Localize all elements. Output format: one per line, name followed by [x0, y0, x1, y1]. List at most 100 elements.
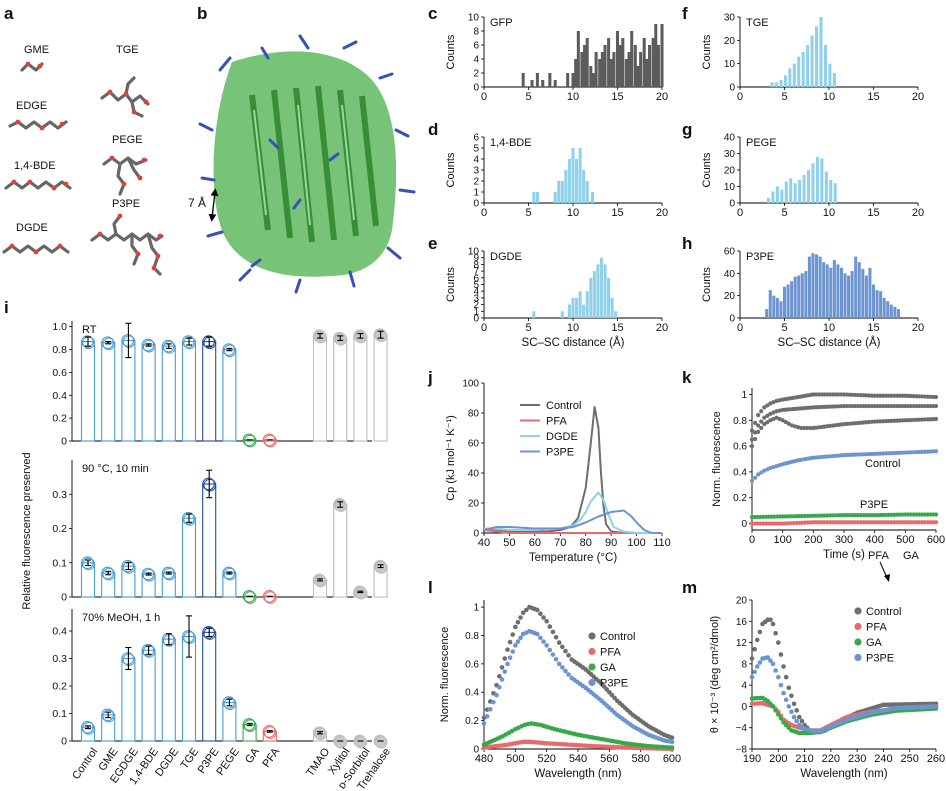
- data-point: [781, 690, 786, 696]
- histogram-bar: [815, 254, 819, 318]
- y-tick-label: 0: [729, 199, 735, 210]
- y-tick-label: 60: [724, 247, 736, 258]
- replicate-point: [183, 631, 196, 645]
- y-axis-label: Counts: [445, 152, 457, 187]
- data-point: [791, 714, 797, 720]
- histogram-bar: [861, 268, 865, 318]
- data-point: [524, 607, 529, 613]
- histogram-bar: [596, 264, 600, 318]
- x-tick-label: 0: [737, 322, 743, 334]
- x-axis-label: Wavelength (nm): [800, 768, 887, 780]
- y-tick-label: 40: [724, 133, 736, 144]
- y-tick-label: 4: [741, 681, 747, 692]
- subpanel-label: 90 °C, 10 min: [82, 463, 149, 475]
- replicate-point: [141, 643, 155, 657]
- y-tick-label: 0.4: [52, 626, 67, 638]
- replicate-point: [121, 652, 135, 665]
- y-tick-label: 0.3: [52, 489, 67, 501]
- data-point: [515, 639, 521, 644]
- data-point: [541, 615, 546, 620]
- histogram-bar: [782, 286, 787, 318]
- y-tick-label: 0.2: [52, 681, 67, 693]
- histogram-bar: [819, 17, 823, 87]
- replicate-point: [202, 626, 215, 639]
- y-tick-label: 5: [473, 144, 479, 155]
- y-tick-label: 80: [468, 409, 480, 420]
- y-tick-label: 2: [473, 177, 479, 188]
- x-tick-label: 0: [481, 91, 487, 103]
- y-tick-label: 20: [724, 36, 736, 47]
- x-tick-label: 90: [605, 537, 617, 549]
- x-tick-label: 230: [848, 753, 866, 765]
- y-tick-label: 1: [741, 390, 747, 401]
- bar: [121, 657, 136, 742]
- molecule-label-pege: PEGE: [112, 134, 143, 146]
- x-tick-label: 10: [567, 207, 579, 219]
- replicate-point: [262, 725, 276, 738]
- relative-fluorescence-panel: Relative fluorescence preserved 0 0.2 0.4 0.…: [21, 321, 393, 791]
- replicate-point: [222, 566, 236, 580]
- histogram-bar: [585, 291, 589, 318]
- histogram-bar: [578, 291, 582, 318]
- y-tick-label: 1: [473, 307, 479, 318]
- y-tick-label: 0: [729, 314, 735, 325]
- replicate-point: [101, 708, 114, 722]
- y-tick-label: 4: [473, 155, 479, 166]
- histogram-bar: [567, 304, 571, 318]
- bar: [222, 349, 237, 442]
- y-tick-label: 0: [473, 199, 479, 210]
- data-point: [752, 646, 757, 652]
- histogram-bar: [660, 24, 664, 87]
- histogram-bar: [839, 267, 843, 318]
- data-point: [805, 425, 810, 431]
- y-tick-label: 0: [473, 529, 479, 540]
- y-tick-label: 2: [473, 69, 479, 80]
- y-tick-label: 4: [473, 287, 479, 298]
- replicate-point: [242, 589, 256, 603]
- panel-letter-a: a: [4, 4, 14, 23]
- legend-swatch: [854, 653, 862, 662]
- histogram-bar: [578, 148, 582, 203]
- replicate-point: [264, 726, 277, 739]
- histogram-bar: [615, 31, 620, 87]
- x-tick-label: 220: [822, 753, 840, 765]
- histogram-bar: [811, 253, 815, 318]
- y-tick-label: 0.1: [52, 708, 67, 720]
- x-tick-label: 5: [781, 322, 787, 334]
- histogram-bar: [792, 63, 796, 87]
- data-point: [789, 709, 794, 715]
- data-point: [752, 669, 757, 675]
- x-tick-label: 0: [749, 534, 755, 546]
- data-point: [781, 664, 786, 669]
- data-point: [556, 640, 562, 645]
- replicate-point: [163, 341, 176, 354]
- histogram-bar: [823, 45, 827, 87]
- histogram-bar: [768, 290, 772, 318]
- histogram-bar: [633, 45, 637, 87]
- x-tick-label: 15: [867, 322, 879, 334]
- data-point: [786, 421, 791, 426]
- x-tick-label: 100: [773, 534, 791, 546]
- histogram-bar: [783, 75, 787, 87]
- x-tick-label: 5: [781, 91, 787, 103]
- histogram-bar: [775, 186, 779, 203]
- data-point: [794, 708, 799, 713]
- data-point: [757, 660, 763, 665]
- y-tick-label: 40: [468, 469, 480, 480]
- x-axis-label: Temperature (°C): [529, 552, 617, 564]
- histogram-bar: [603, 264, 607, 318]
- histogram-bar: [857, 262, 861, 318]
- replicate-point: [203, 478, 217, 492]
- histogram-bar: [564, 170, 568, 203]
- data-point: [505, 647, 510, 652]
- y-tick-label: 10: [724, 182, 736, 193]
- legend-swatch: [854, 607, 862, 615]
- data-point: [791, 701, 797, 707]
- data-point: [778, 716, 784, 721]
- histogram-bar: [645, 59, 649, 87]
- bar: [161, 345, 176, 442]
- histogram-bar: [889, 304, 893, 318]
- data-point: [808, 425, 813, 431]
- x-tick-label: 15: [611, 91, 623, 103]
- x-tick-label: 10: [567, 322, 579, 334]
